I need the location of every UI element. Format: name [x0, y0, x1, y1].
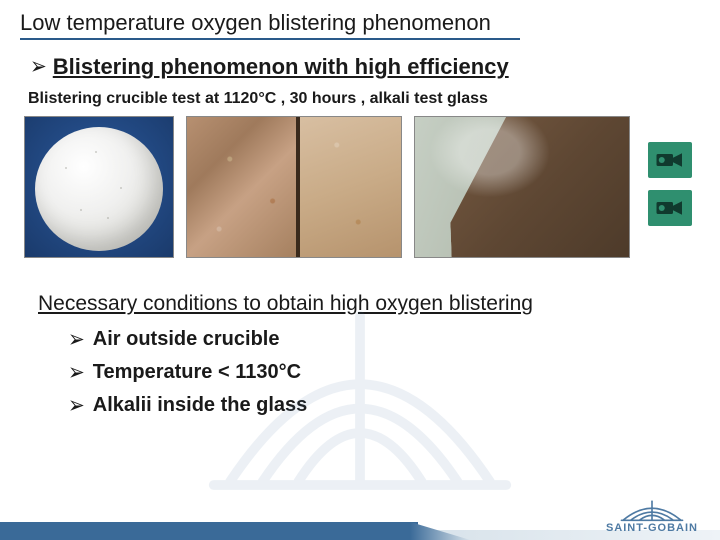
video-link-2[interactable]	[648, 190, 692, 226]
arrow-bullet-icon: ➢	[30, 55, 47, 79]
photo-caption: Blistering crucible test at 1120°C , 30 …	[28, 90, 700, 108]
brand-logo: SAINT-GOBAIN	[606, 499, 698, 534]
conditions-list: ➢ Air outside crucible ➢ Temperature < 1…	[68, 328, 700, 417]
title-region: Low temperature oxygen blistering phenom…	[20, 10, 700, 40]
arrow-bullet-icon: ➢	[68, 394, 85, 418]
slide: Low temperature oxygen blistering phenom…	[0, 0, 720, 540]
camcorder-icon	[655, 149, 685, 171]
brand-name: SAINT-GOBAIN	[606, 522, 698, 534]
condition-item: ➢ Air outside crucible	[68, 328, 700, 351]
condition-text: Alkalii inside the glass	[93, 394, 308, 417]
camcorder-icon	[655, 197, 685, 219]
bridge-logo-icon	[619, 499, 685, 523]
arrow-bullet-icon: ➢	[68, 328, 85, 352]
condition-item: ➢ Alkalii inside the glass	[68, 394, 700, 417]
slide-title: Low temperature oxygen blistering phenom…	[20, 10, 700, 36]
video-icon-column	[648, 142, 692, 226]
subtitle-text: Blistering phenomenon with high efficien…	[53, 54, 509, 80]
photo-crucible-corner	[414, 116, 630, 258]
condition-text: Air outside crucible	[93, 328, 280, 351]
arrow-bullet-icon: ➢	[68, 361, 85, 385]
photo-blistered-sphere	[24, 116, 174, 258]
footer: SAINT-GOBAIN	[0, 506, 720, 540]
condition-item: ➢ Temperature < 1130°C	[68, 361, 700, 384]
condition-text: Temperature < 1130°C	[93, 361, 301, 384]
video-link-1[interactable]	[648, 142, 692, 178]
subtitle-row: ➢ Blistering phenomenon with high effici…	[30, 54, 700, 80]
photo-row	[24, 116, 700, 258]
photo-refractory-brick	[186, 116, 402, 258]
conditions-title: Necessary conditions to obtain high oxyg…	[38, 292, 700, 316]
title-underline	[20, 38, 520, 40]
footer-bar-dark	[0, 522, 418, 540]
